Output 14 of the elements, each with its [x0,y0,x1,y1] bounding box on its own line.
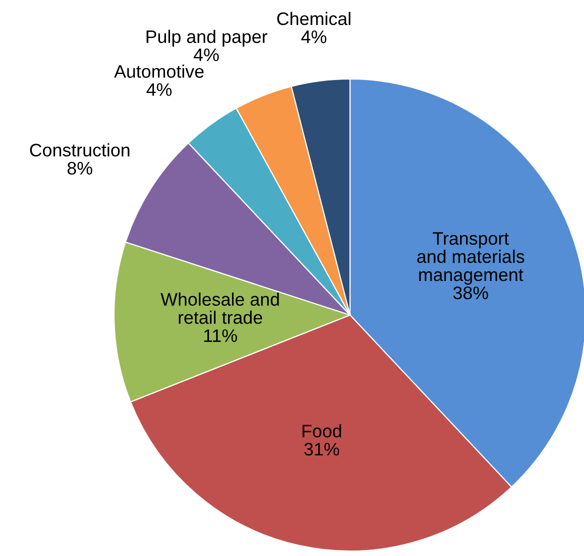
data-label: 31% [304,442,340,456]
slice-label: Wholesale and retail trade [160,292,279,324]
data-label: 11% [204,329,238,342]
slice-label: Chemical [277,12,350,26]
data-label: 8% [68,162,92,175]
slice-label: Transport and materials management [417,232,524,285]
slice-label: Automotive [114,64,204,78]
slice-label: Pulp and paper [146,30,268,47]
data-label: 4% [146,83,172,96]
data-label: 38% [453,286,488,300]
slice-label: Food [302,424,342,438]
slice-label: Construction [30,143,130,156]
data-label: 4% [301,30,326,44]
data-label: 4% [194,48,219,62]
